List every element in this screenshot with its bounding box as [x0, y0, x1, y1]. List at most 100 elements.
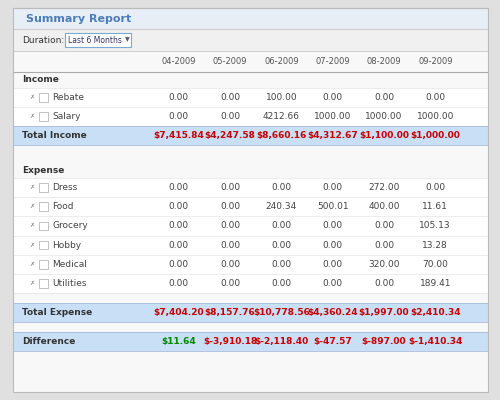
Text: ✗: ✗: [29, 243, 34, 248]
Bar: [65, 34, 131, 47]
Text: $1,000.00: $1,000.00: [410, 131, 460, 140]
Text: 0.00: 0.00: [168, 112, 189, 121]
Text: Expense: Expense: [22, 166, 64, 175]
Text: $11.64: $11.64: [162, 337, 196, 346]
Text: 272.00: 272.00: [368, 183, 400, 192]
Text: 0.00: 0.00: [374, 279, 394, 288]
Text: 500.01: 500.01: [317, 202, 348, 211]
Text: 0.00: 0.00: [374, 222, 394, 230]
Text: 0.00: 0.00: [272, 241, 291, 250]
Text: $-3,910.18: $-3,910.18: [203, 337, 257, 346]
Text: $4,360.24: $4,360.24: [308, 308, 358, 317]
Text: 06-2009: 06-2009: [264, 57, 298, 66]
Text: Utilities: Utilities: [52, 279, 87, 288]
Text: 0.00: 0.00: [220, 222, 240, 230]
Text: Grocery: Grocery: [52, 222, 88, 230]
Bar: [12, 145, 488, 162]
Text: Medical: Medical: [52, 260, 88, 269]
Bar: [39, 241, 48, 250]
Text: 0.00: 0.00: [322, 93, 342, 102]
Text: Rebate: Rebate: [52, 93, 84, 102]
Text: $7,404.20: $7,404.20: [154, 308, 204, 317]
Text: 0.00: 0.00: [322, 241, 342, 250]
Text: 0.00: 0.00: [220, 241, 240, 250]
Text: 4212.66: 4212.66: [263, 112, 300, 121]
Text: $4,247.58: $4,247.58: [204, 131, 256, 140]
Bar: [12, 293, 488, 303]
Bar: [12, 332, 488, 351]
Text: $4,312.67: $4,312.67: [308, 131, 358, 140]
Text: 0.00: 0.00: [322, 183, 342, 192]
Bar: [12, 216, 488, 236]
Text: 0.00: 0.00: [425, 93, 446, 102]
Text: $1,100.00: $1,100.00: [359, 131, 409, 140]
Text: 0.00: 0.00: [322, 260, 342, 269]
Text: 0.00: 0.00: [168, 279, 189, 288]
Bar: [12, 8, 488, 29]
Text: 0.00: 0.00: [272, 222, 291, 230]
Text: $-2,118.40: $-2,118.40: [254, 337, 308, 346]
Text: 0.00: 0.00: [272, 279, 291, 288]
Bar: [12, 274, 488, 293]
Text: 1000.00: 1000.00: [416, 112, 454, 121]
Bar: [39, 202, 48, 211]
Text: ✗: ✗: [29, 224, 34, 228]
Text: 0.00: 0.00: [220, 183, 240, 192]
Bar: [39, 222, 48, 230]
Bar: [39, 279, 48, 288]
Text: Duration:: Duration:: [22, 36, 64, 45]
Text: 0.00: 0.00: [425, 183, 446, 192]
Text: Difference: Difference: [22, 337, 76, 346]
Bar: [39, 183, 48, 192]
Text: 0.00: 0.00: [168, 241, 189, 250]
Text: 0.00: 0.00: [168, 260, 189, 269]
Text: ✗: ✗: [29, 204, 34, 209]
Text: 0.00: 0.00: [272, 183, 291, 192]
Text: 04-2009: 04-2009: [162, 57, 196, 66]
Bar: [39, 93, 48, 102]
Text: 105.13: 105.13: [420, 222, 451, 230]
Text: 0.00: 0.00: [168, 93, 189, 102]
Bar: [12, 29, 488, 51]
Text: Hobby: Hobby: [52, 241, 82, 250]
Text: $8,157.76: $8,157.76: [204, 308, 256, 317]
Text: ▼: ▼: [124, 38, 130, 43]
Text: $7,415.84: $7,415.84: [154, 131, 204, 140]
Bar: [39, 112, 48, 121]
Bar: [12, 236, 488, 255]
Bar: [12, 107, 488, 126]
Text: Summary Report: Summary Report: [26, 14, 131, 24]
Text: ✗: ✗: [29, 114, 34, 119]
Bar: [12, 197, 488, 216]
Text: $2,410.34: $2,410.34: [410, 308, 461, 317]
Text: 100.00: 100.00: [266, 93, 297, 102]
Bar: [12, 303, 488, 322]
Text: 0.00: 0.00: [168, 202, 189, 211]
Text: $-1,410.34: $-1,410.34: [408, 337, 463, 346]
Text: ✗: ✗: [29, 95, 34, 100]
Text: Food: Food: [52, 202, 74, 211]
Text: 320.00: 320.00: [368, 260, 400, 269]
Text: 0.00: 0.00: [220, 93, 240, 102]
Bar: [12, 351, 488, 392]
Text: ✗: ✗: [29, 262, 34, 267]
Text: ✗: ✗: [29, 281, 34, 286]
Text: 0.00: 0.00: [374, 241, 394, 250]
Text: 240.34: 240.34: [266, 202, 297, 211]
Text: ✗: ✗: [29, 185, 34, 190]
Text: 07-2009: 07-2009: [316, 57, 350, 66]
Text: 70.00: 70.00: [422, 260, 448, 269]
Text: $-897.00: $-897.00: [362, 337, 406, 346]
Text: 0.00: 0.00: [168, 183, 189, 192]
Bar: [12, 72, 488, 88]
Text: 11.61: 11.61: [422, 202, 448, 211]
Text: 0.00: 0.00: [374, 93, 394, 102]
Text: 09-2009: 09-2009: [418, 57, 452, 66]
Text: 400.00: 400.00: [368, 202, 400, 211]
Text: 189.41: 189.41: [420, 279, 451, 288]
Text: 0.00: 0.00: [168, 222, 189, 230]
Bar: [12, 178, 488, 197]
Text: $-47.57: $-47.57: [314, 337, 352, 346]
Text: 05-2009: 05-2009: [213, 57, 248, 66]
Text: Total Income: Total Income: [22, 131, 87, 140]
